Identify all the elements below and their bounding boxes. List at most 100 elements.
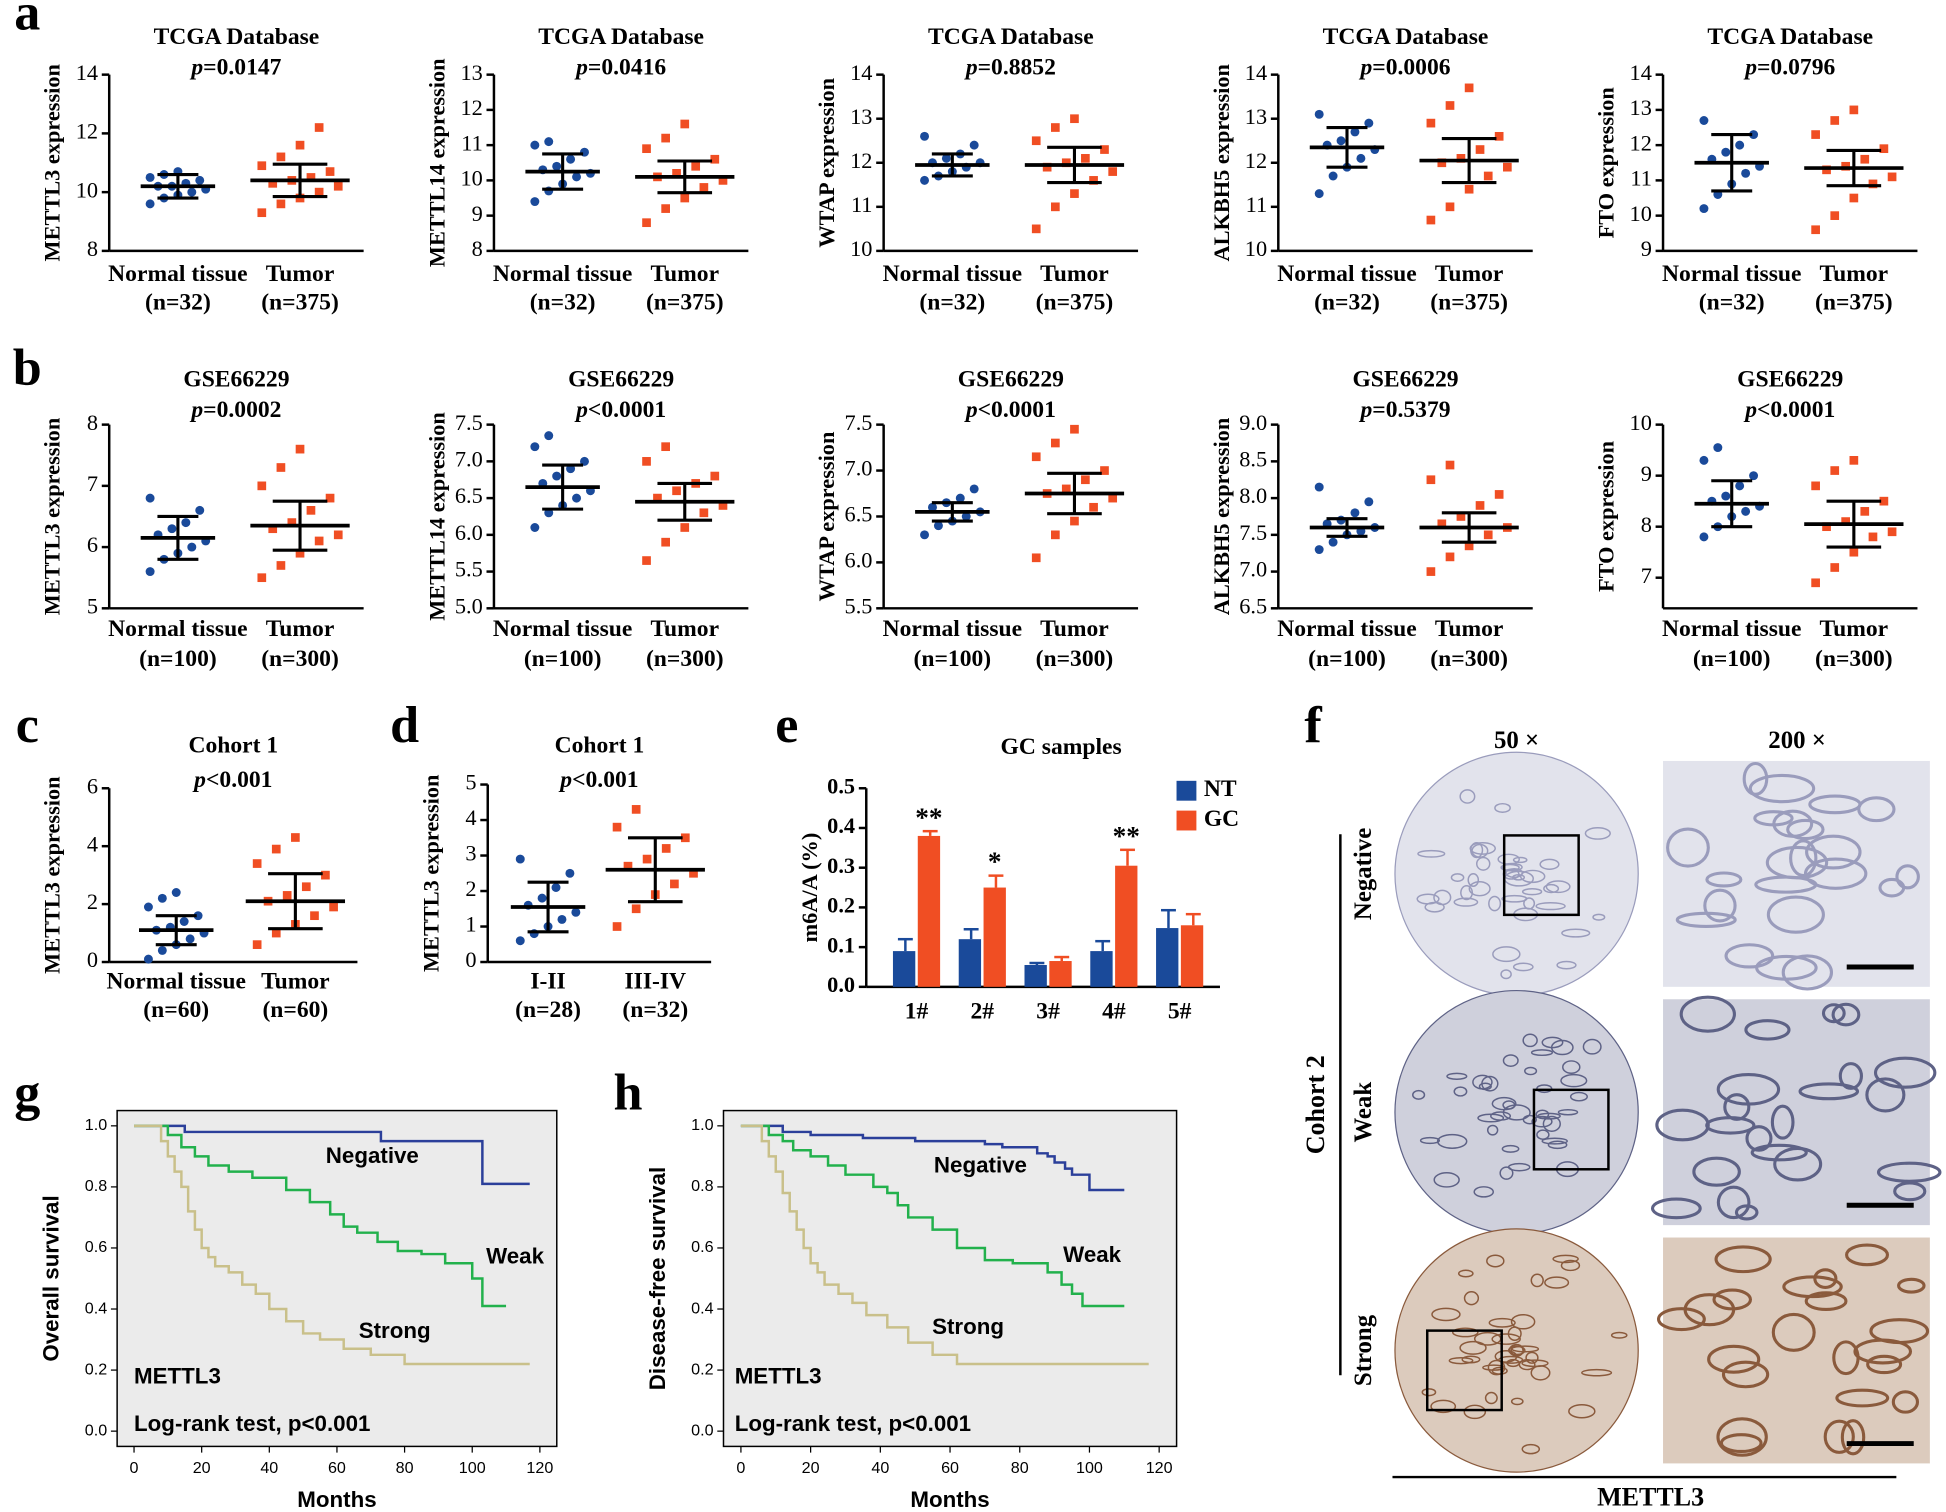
gland xyxy=(1541,1137,1568,1145)
data-point xyxy=(572,493,582,503)
gland xyxy=(1557,1108,1579,1116)
data-point xyxy=(1437,158,1447,168)
data-point xyxy=(571,907,581,917)
gland xyxy=(1430,1399,1457,1414)
x-tick-label: 20 xyxy=(193,1459,211,1477)
gland xyxy=(1786,818,1825,841)
y-tick-label: 0.2 xyxy=(691,1360,713,1378)
data-point xyxy=(1475,145,1485,154)
gland xyxy=(1488,895,1502,912)
y-axis-label: Disease-free survival xyxy=(645,1167,670,1390)
y-axis-label: METTL3 expression xyxy=(40,63,65,261)
annotation: METTL3 xyxy=(134,1364,221,1389)
data-point xyxy=(306,506,316,515)
gland xyxy=(1530,1049,1554,1057)
data-point xyxy=(1464,541,1474,551)
data-point xyxy=(661,133,670,143)
data-point xyxy=(1830,466,1840,475)
y-tick-label: 14 xyxy=(1630,60,1652,85)
data-point xyxy=(566,154,576,164)
survival-curve xyxy=(740,1124,1149,1366)
p-value: p<0.001 xyxy=(192,767,272,793)
data-point xyxy=(537,893,547,903)
y-tick-label: 14 xyxy=(1245,60,1267,85)
chart-title: Cohort 1 xyxy=(555,733,645,759)
gland xyxy=(1421,1388,1437,1397)
y-tick-label: 6 xyxy=(87,773,98,798)
bar xyxy=(1090,951,1113,987)
curve-label: Weak xyxy=(486,1243,545,1268)
gland xyxy=(1719,1433,1763,1454)
data-point xyxy=(1051,438,1060,448)
chart-title: TCGA Database xyxy=(1707,24,1873,50)
data-point xyxy=(1445,202,1455,212)
gland xyxy=(1789,839,1818,878)
data-point xyxy=(1051,202,1060,212)
gland xyxy=(1835,1388,1890,1408)
category-label: Tumor xyxy=(1435,616,1504,642)
data-point xyxy=(699,508,709,518)
y-tick-label: 11 xyxy=(1630,166,1652,191)
y-axis-label: METTL14 expression xyxy=(424,58,449,267)
zoom-box xyxy=(1425,1329,1503,1412)
count-label: (n=300) xyxy=(1036,646,1114,672)
data-point xyxy=(1879,496,1889,506)
y-tick-label: 0.0 xyxy=(85,1421,107,1439)
data-point xyxy=(710,154,720,164)
chart-title: GSE66229 xyxy=(183,367,289,393)
y-tick-label: 0.0 xyxy=(691,1421,713,1439)
data-point xyxy=(171,888,181,897)
gland xyxy=(1473,1186,1495,1198)
y-tick-label: 0.5 xyxy=(827,773,855,798)
category-label: I-II xyxy=(530,969,565,995)
gland xyxy=(1773,1146,1823,1182)
x-tick-label: 0 xyxy=(130,1459,139,1477)
y-tick-label: 10 xyxy=(460,166,482,191)
gland xyxy=(1568,1404,1596,1419)
data-point xyxy=(515,936,525,946)
y-tick-label: 6.0 xyxy=(845,548,873,573)
gland xyxy=(1500,863,1520,872)
data-point xyxy=(1879,144,1889,154)
data-point xyxy=(1314,482,1324,492)
gland xyxy=(1705,871,1743,888)
survival-curve xyxy=(134,1124,507,1308)
significance: ** xyxy=(915,802,942,832)
category-label: III-IV xyxy=(624,969,686,995)
data-point xyxy=(1887,172,1897,182)
gland xyxy=(1712,1288,1753,1311)
data-point xyxy=(572,172,582,182)
data-point xyxy=(530,442,540,452)
y-axis-label: m6A/A (%) xyxy=(797,833,822,943)
data-point xyxy=(306,173,316,182)
data-point xyxy=(1868,179,1878,189)
data-point xyxy=(1070,424,1079,434)
data-point xyxy=(276,152,286,162)
data-point xyxy=(653,493,662,503)
data-point xyxy=(1070,114,1079,124)
data-point xyxy=(631,904,641,914)
gland xyxy=(1592,913,1606,921)
data-point xyxy=(1475,501,1485,510)
y-tick-label: 5 xyxy=(465,770,476,795)
gland xyxy=(1436,1133,1468,1149)
count-label: (n=375) xyxy=(1430,290,1508,316)
gland xyxy=(1502,1104,1531,1121)
gland xyxy=(1876,1161,1942,1183)
data-point xyxy=(1464,83,1474,93)
significance: * xyxy=(988,847,1002,877)
gland xyxy=(1491,1366,1508,1375)
data-point xyxy=(1314,189,1324,199)
data-point xyxy=(1860,507,1870,516)
gland xyxy=(1506,1358,1520,1368)
gland xyxy=(1745,1125,1773,1152)
count-label: (n=375) xyxy=(646,290,724,316)
data-point xyxy=(515,854,525,864)
data-point xyxy=(295,444,305,454)
gland xyxy=(1561,928,1591,938)
row-label: Weak xyxy=(1350,1082,1377,1143)
legend-swatch xyxy=(1176,810,1197,831)
gland xyxy=(1499,1166,1514,1180)
panel-letter: b xyxy=(13,339,42,396)
x-tick-label: 5# xyxy=(1168,998,1192,1024)
